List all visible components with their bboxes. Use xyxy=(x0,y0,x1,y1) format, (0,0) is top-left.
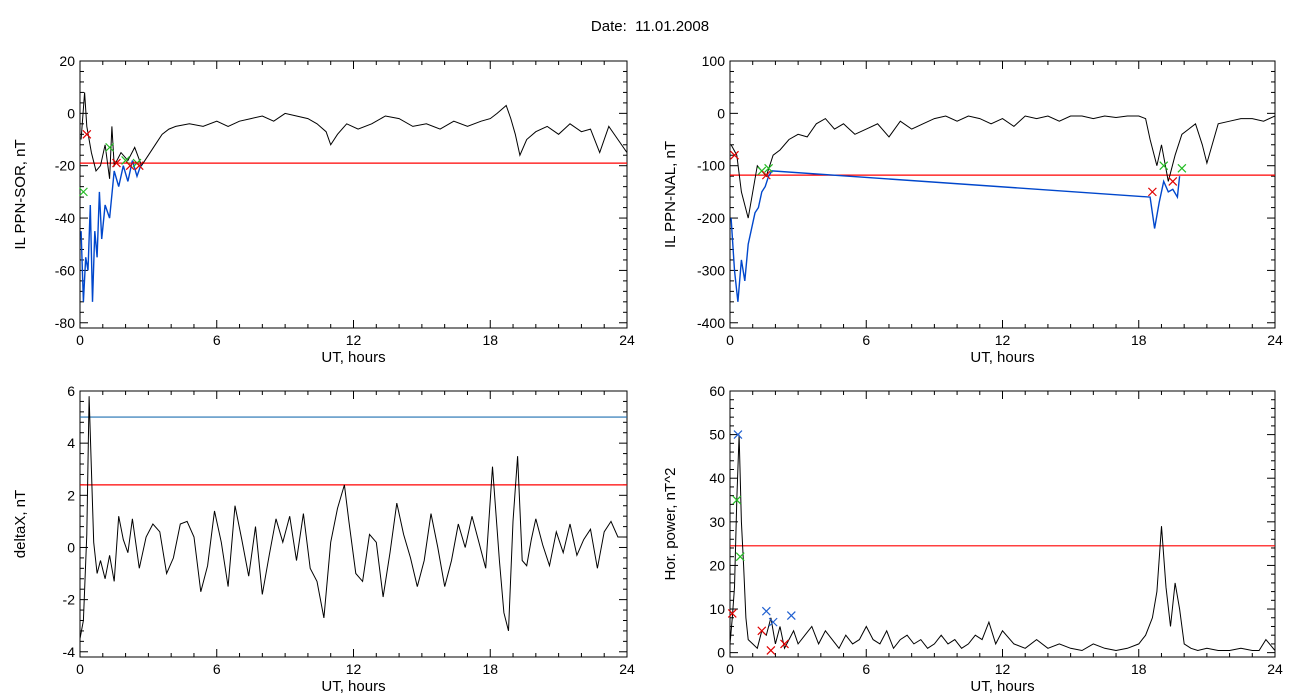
x-tick-label: 0 xyxy=(76,332,84,348)
x-tick-label: 6 xyxy=(213,661,221,677)
y-tick-label: 0 xyxy=(67,539,75,555)
panel-nal: 0 6 12 18 24 -400 -300 -200 -100 0 100 UT, hours IL … xyxy=(662,53,1283,366)
plot-frame xyxy=(79,390,628,658)
x-tick-label: 0 xyxy=(726,661,734,677)
y-tick-label: -100 xyxy=(697,158,725,174)
x-tick-label: 24 xyxy=(619,332,635,348)
y-tick-label: -300 xyxy=(697,262,725,278)
x-tick-label: 12 xyxy=(995,661,1011,677)
y-tick-label: 0 xyxy=(67,105,75,121)
highlight-series xyxy=(80,160,143,302)
event-marker xyxy=(134,161,144,171)
x-tick-label: 12 xyxy=(346,661,362,677)
x-tick-label: 0 xyxy=(726,332,734,348)
y-tick-label: 10 xyxy=(709,601,725,617)
page-title: Date: 11.01.2008 xyxy=(590,18,710,35)
y-tick-label: 100 xyxy=(702,53,726,69)
event-marker xyxy=(125,161,135,171)
data-series xyxy=(730,434,1275,652)
event-marker xyxy=(727,608,737,618)
x-tick-label: 12 xyxy=(346,332,362,348)
event-marker xyxy=(105,142,115,152)
data-series xyxy=(80,92,627,179)
x-tick-label: 24 xyxy=(1267,661,1283,677)
y-tick-label: -400 xyxy=(697,315,725,331)
plot-frame xyxy=(79,60,628,329)
y-tick-label: -4 xyxy=(63,644,76,660)
x-tick-label: 6 xyxy=(213,332,221,348)
y-tick-label: 50 xyxy=(709,427,725,443)
event-marker xyxy=(1147,187,1157,197)
y-tick-label: -2 xyxy=(63,592,76,608)
panel-power: 0 6 12 18 24 0 10 20 30 40 50 60 UT, hours Hor. power… xyxy=(662,383,1283,695)
x-tick-label: 18 xyxy=(482,661,498,677)
y-tick-label: 20 xyxy=(709,557,725,573)
y-tick-label: -40 xyxy=(55,210,75,226)
data-series xyxy=(730,115,1275,219)
x-axis-label: UT, hours xyxy=(970,678,1034,695)
x-tick-label: 6 xyxy=(862,332,870,348)
y-axis-label: IL PPN-NAL, nT xyxy=(662,141,679,248)
y-tick-label: 4 xyxy=(67,435,75,451)
event-marker xyxy=(761,170,771,180)
panel-sor: 0 6 12 18 24 -80 -60 -40 -20 0 20 UT, hours IL PPN-S… xyxy=(12,53,635,366)
event-marker xyxy=(112,158,121,168)
event-marker xyxy=(786,611,796,620)
y-tick-label: 60 xyxy=(709,383,725,399)
y-tick-label: 6 xyxy=(67,383,75,399)
event-marker xyxy=(730,150,739,160)
event-marker xyxy=(761,606,771,616)
event-marker xyxy=(768,617,778,627)
y-tick-label: -20 xyxy=(55,158,75,174)
y-tick-label: 20 xyxy=(59,53,75,69)
event-marker xyxy=(757,626,767,636)
event-marker xyxy=(78,187,88,197)
x-tick-label: 12 xyxy=(995,332,1011,348)
event-marker xyxy=(82,129,92,139)
y-tick-label: -60 xyxy=(55,262,75,278)
plot-frame xyxy=(729,60,1276,329)
x-axis-label: UT, hours xyxy=(321,678,385,695)
event-marker xyxy=(764,163,774,173)
y-tick-label: -80 xyxy=(55,315,75,331)
y-tick-label: 2 xyxy=(67,487,75,503)
event-marker xyxy=(733,430,743,440)
plot-frame xyxy=(729,390,1276,658)
event-marker xyxy=(1177,163,1187,173)
x-tick-label: 24 xyxy=(619,661,635,677)
y-tick-label: 40 xyxy=(709,470,725,486)
x-axis-label: UT, hours xyxy=(970,349,1034,366)
x-tick-label: 18 xyxy=(1131,332,1147,348)
x-tick-label: 6 xyxy=(862,661,870,677)
y-tick-label: 30 xyxy=(709,514,725,530)
x-tick-label: 18 xyxy=(482,332,498,348)
event-marker xyxy=(735,552,745,562)
event-marker xyxy=(1159,161,1169,171)
highlight-series xyxy=(730,170,1181,302)
y-axis-label: deltaX, nT xyxy=(12,490,29,558)
event-marker xyxy=(766,646,776,655)
event-marker xyxy=(780,639,789,649)
y-tick-label: 0 xyxy=(717,645,725,661)
x-axis-label: UT, hours xyxy=(321,349,385,366)
x-tick-label: 24 xyxy=(1267,332,1283,348)
data-series xyxy=(80,396,627,639)
x-tick-label: 18 xyxy=(1131,661,1147,677)
y-axis-label: Hor. power, nT^2 xyxy=(662,468,679,581)
y-tick-label: -200 xyxy=(697,210,725,226)
y-axis-label: IL PPN-SOR, nT xyxy=(12,139,29,249)
event-marker xyxy=(1168,176,1178,186)
y-tick-label: 0 xyxy=(717,105,725,121)
x-tick-label: 0 xyxy=(76,661,84,677)
event-marker xyxy=(732,495,742,505)
